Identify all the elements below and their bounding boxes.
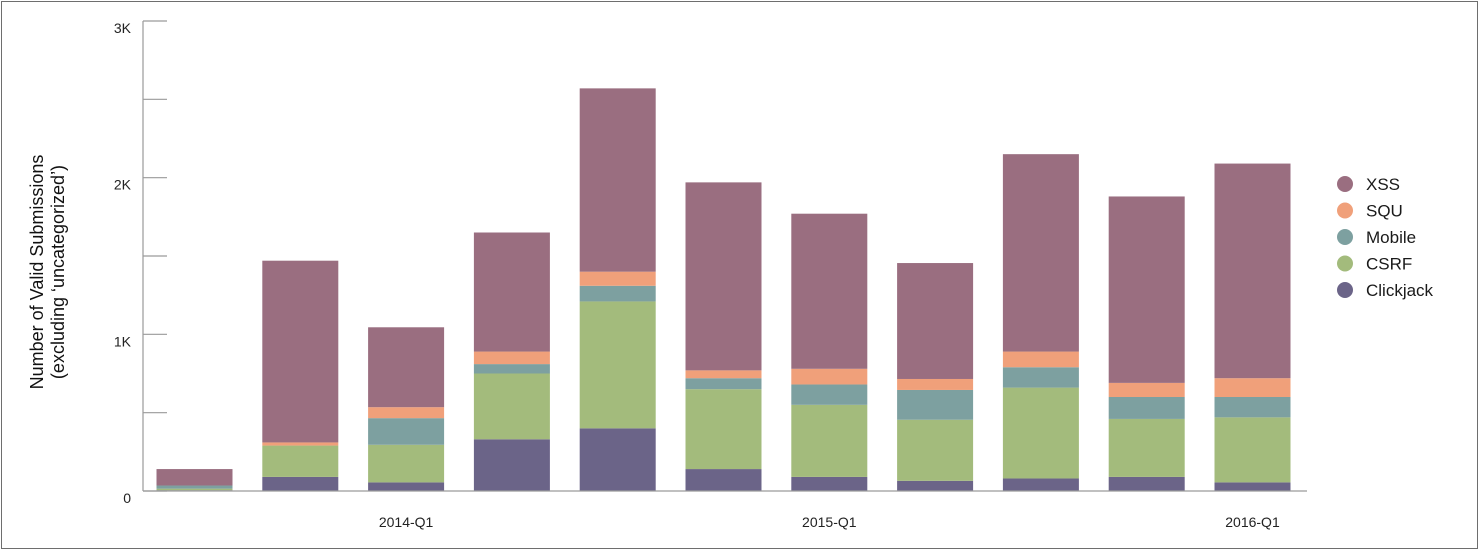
bar-segment-mobile [685, 378, 762, 390]
bar-segment-csrf [1108, 418, 1185, 477]
legend: XSS SQU Mobile CSRF Clickjack [1337, 175, 1434, 300]
bar-segment-csrf [368, 444, 445, 483]
bar-segment-mobile [791, 384, 868, 405]
legend-label-xss: XSS [1366, 175, 1400, 194]
bar-segment-clickjack [791, 476, 868, 491]
legend-label-csrf: CSRF [1366, 255, 1412, 274]
bar-segment-squ [1214, 378, 1291, 397]
bar-segment-squ [368, 407, 445, 419]
bar-segment-clickjack [1214, 482, 1291, 491]
bar-segment-xss [1108, 196, 1185, 383]
bar-segment-mobile [897, 389, 974, 420]
bar-segment-csrf [1214, 417, 1291, 483]
bar-segment-csrf [791, 404, 868, 477]
x-axis: 2014-Q1 2015-Q1 2016-Q1 [143, 490, 1307, 530]
bar-segment-clickjack [685, 469, 762, 491]
legend-label-clickjack: Clickjack [1366, 281, 1434, 300]
bar-segment-squ [791, 368, 868, 385]
bar-segment-squ [473, 351, 550, 365]
bar-segment-xss [473, 232, 550, 352]
bar-segment-clickjack [473, 439, 550, 491]
bar-segment-clickjack [1002, 478, 1079, 491]
bar-segment-mobile [579, 285, 656, 302]
legend-label-squ: SQU [1366, 202, 1403, 221]
bar-segment-mobile [473, 364, 550, 374]
y-tick-label: 3K [114, 20, 132, 36]
legend-label-mobile: Mobile [1366, 228, 1416, 247]
x-tick-label: 2014-Q1 [379, 514, 434, 530]
bar-segment-mobile [368, 418, 445, 445]
bar-segment-csrf [1002, 387, 1079, 479]
bar-segment-squ [579, 271, 656, 286]
y-tick-label: 0 [123, 490, 131, 506]
x-tick-label: 2015-Q1 [802, 514, 857, 530]
bar-segment-xss [1214, 163, 1291, 379]
legend-swatch-csrf [1337, 255, 1353, 272]
x-tick-label: 2016-Q1 [1225, 514, 1280, 530]
y-tick-label: 1K [114, 333, 132, 349]
bar-segment-xss [791, 213, 868, 369]
bar-segment-clickjack [368, 482, 445, 491]
bar-segment-xss [156, 469, 233, 486]
legend-swatch-mobile [1337, 229, 1353, 245]
bar-segment-clickjack [262, 476, 339, 491]
bar-segment-csrf [262, 445, 339, 477]
bar-segment-csrf [473, 373, 550, 440]
bar-segment-clickjack [579, 428, 656, 491]
bar-segment-squ [262, 442, 339, 446]
bar-segment-xss [579, 88, 656, 272]
bar-segment-clickjack [1108, 476, 1185, 491]
bar-segment-csrf [897, 419, 974, 481]
legend-swatch-xss [1337, 176, 1353, 192]
bar-segment-mobile [1214, 397, 1291, 418]
bar-segment-csrf [156, 488, 233, 491]
bar-segment-mobile [1108, 397, 1185, 419]
bar-segment-squ [685, 370, 762, 379]
bar-segment-xss [262, 260, 339, 443]
y-axis-label-line-1: Number of Valid Submissions [27, 155, 47, 390]
legend-swatch-squ [1337, 202, 1353, 219]
bars [156, 88, 1291, 491]
bar-segment-squ [1108, 382, 1185, 397]
bar-segment-clickjack [897, 480, 974, 491]
y-axis: 0 1K 2K 3K [114, 20, 167, 506]
bar-segment-csrf [685, 389, 762, 470]
y-axis-label-line-2: (excluding ‘uncategorized’) [48, 165, 68, 379]
bar-segment-csrf [579, 301, 656, 429]
bar-segment-squ [897, 378, 974, 390]
legend-swatch-clickjack [1337, 282, 1353, 298]
bar-segment-mobile [1002, 367, 1079, 388]
bar-segment-squ [1002, 351, 1079, 368]
bar-segment-xss [1002, 154, 1079, 352]
bar-segment-mobile [156, 485, 233, 489]
y-tick-label: 2K [114, 177, 132, 193]
bar-segment-xss [368, 327, 445, 408]
bar-segment-xss [685, 182, 762, 371]
bar-segment-xss [897, 263, 974, 379]
